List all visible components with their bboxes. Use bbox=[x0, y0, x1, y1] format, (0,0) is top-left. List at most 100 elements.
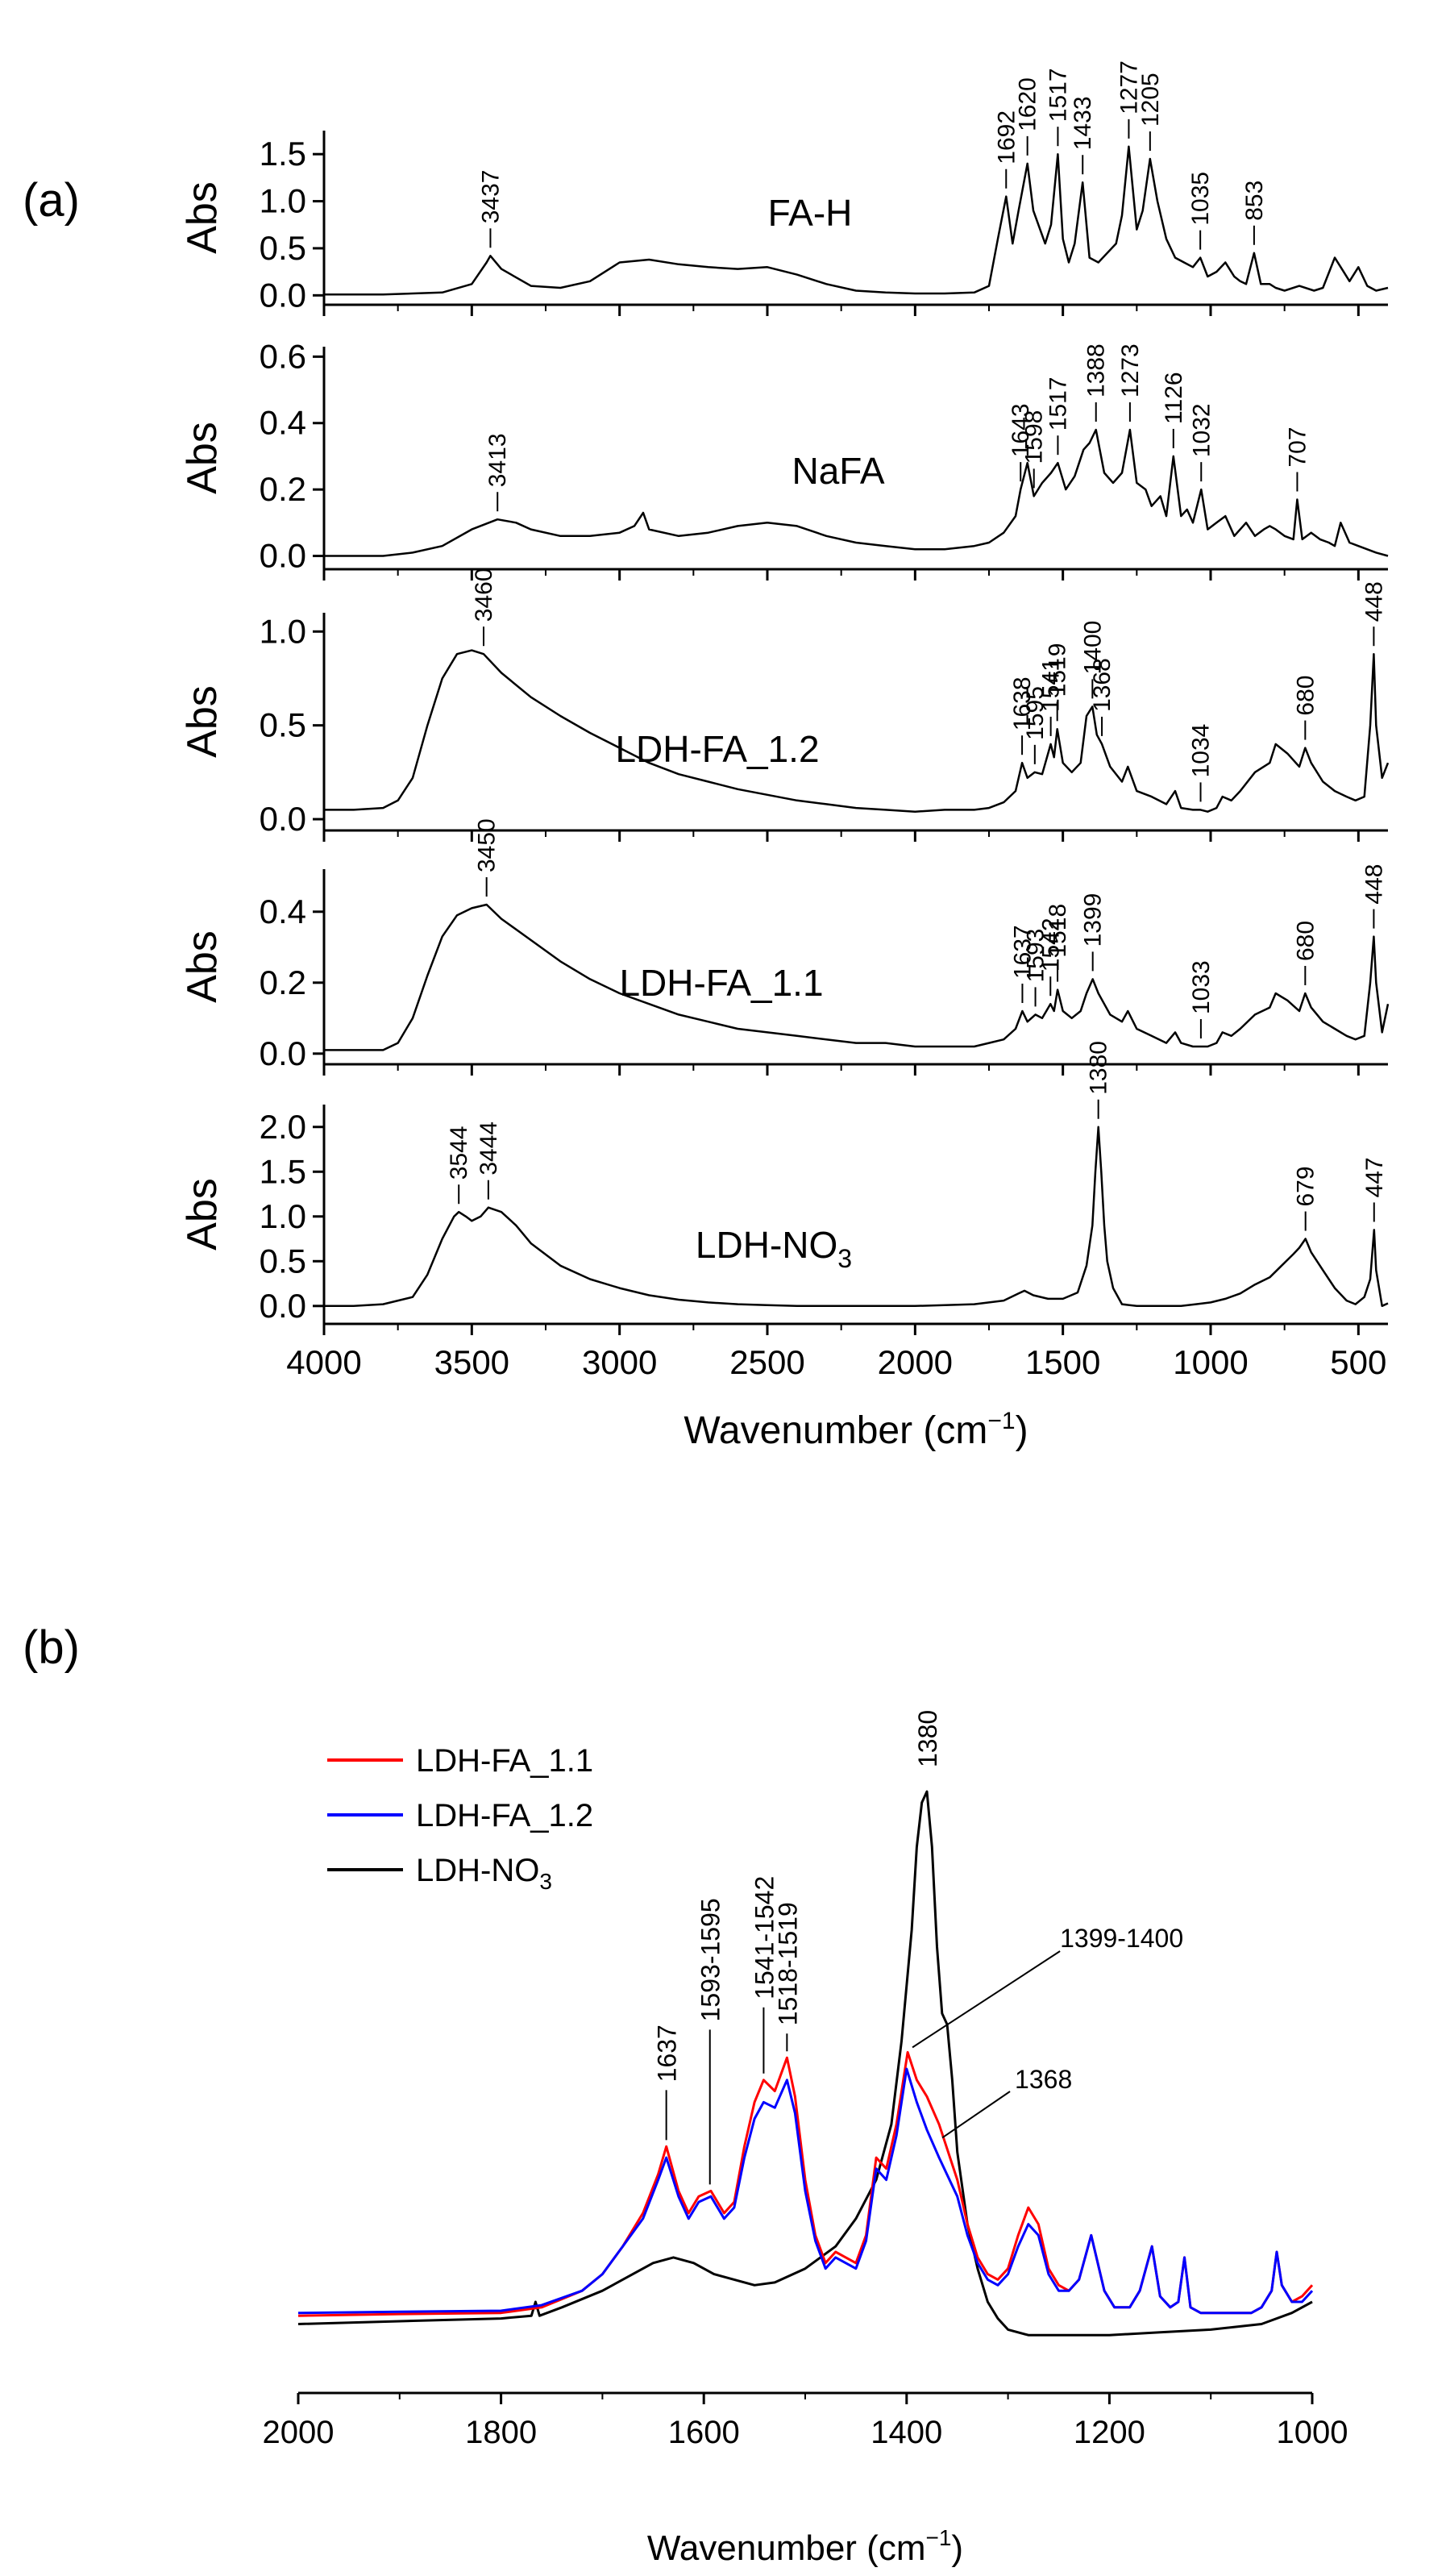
y-tick-label: 0.2 bbox=[260, 470, 306, 508]
peak-label: 1541 bbox=[1038, 658, 1065, 712]
y-tick-label: 0.2 bbox=[260, 963, 306, 1001]
peak-label: 1517 bbox=[1045, 377, 1071, 431]
peak-label: 1598 bbox=[1021, 410, 1048, 464]
annotation-label: 1637 bbox=[653, 2025, 682, 2082]
annotation-label: 1380 bbox=[913, 1710, 942, 1767]
peak-label: 679 bbox=[1293, 1166, 1319, 1206]
x-tick-label: 1000 bbox=[1173, 1343, 1248, 1381]
y-tick-label: 1.0 bbox=[260, 612, 306, 650]
subplot-ldh-fa-1-2: 0.0 0.5 1.0 Abs LDH-FA_1.2 3460 16381595154115… bbox=[179, 568, 1390, 842]
x-tick-label: 1500 bbox=[1025, 1343, 1100, 1381]
spectrum-line bbox=[324, 903, 1390, 1051]
y-axis-label: Abs bbox=[179, 181, 226, 254]
y-axis-label: Abs bbox=[179, 930, 226, 1003]
legend-label-main: LDH-NO bbox=[416, 1853, 539, 1888]
y-tick-label: 1.5 bbox=[260, 135, 306, 173]
series-line-ldh-fa-1-2 bbox=[297, 2067, 1314, 2315]
sample-label-main: LDH-NO bbox=[696, 1224, 837, 1266]
annotation-line bbox=[941, 2091, 1011, 2139]
peak-label: 853 bbox=[1241, 181, 1268, 221]
y-axis-label: Abs bbox=[179, 685, 226, 758]
series-line-ldh-no3 bbox=[297, 1790, 1313, 2337]
x-tick-label: 3500 bbox=[434, 1343, 509, 1381]
peak-label: 3444 bbox=[476, 1122, 502, 1176]
y-tick-label: 0.0 bbox=[260, 800, 306, 838]
peak-label: 1273 bbox=[1117, 343, 1144, 397]
annotation-label: 1368 bbox=[1015, 2065, 1072, 2094]
peak-label: 1388 bbox=[1083, 343, 1110, 397]
peak-label: 1205 bbox=[1137, 73, 1164, 127]
legend-label: LDH-FA_1.1 bbox=[416, 1743, 593, 1779]
peak-label: 448 bbox=[1361, 864, 1387, 905]
peak-label: 1519 bbox=[1045, 643, 1071, 697]
y-axis-label: Abs bbox=[179, 422, 226, 494]
annotation-line bbox=[912, 1950, 1061, 2049]
sample-label-main: NaFA bbox=[792, 450, 884, 492]
sample-label-main: LDH-FA_1.1 bbox=[619, 962, 823, 1004]
sample-label-main: FA-H bbox=[768, 192, 853, 234]
peak-label: 1399 bbox=[1080, 893, 1107, 947]
x-axis-label-main: Wavenumber (cm bbox=[684, 1409, 987, 1452]
legend-label: LDH-NO3 bbox=[416, 1853, 552, 1894]
y-tick-label: 0.5 bbox=[260, 1242, 306, 1280]
x-axis-label-sup: −1 bbox=[925, 2525, 951, 2550]
peak-label: 680 bbox=[1292, 921, 1319, 961]
y-tick-label: 0.0 bbox=[260, 276, 306, 314]
peak-label: 3413 bbox=[484, 433, 511, 487]
annotation-label: 1399-1400 bbox=[1060, 1924, 1183, 1953]
x-tick-label: 1200 bbox=[1074, 2415, 1145, 2450]
annotation-label: 1541-1542 bbox=[750, 1876, 779, 2000]
x-tick-label: 1400 bbox=[871, 2415, 942, 2450]
peak-label: 1277 bbox=[1116, 60, 1142, 114]
peak-label: 1034 bbox=[1188, 724, 1215, 778]
spectrum-line bbox=[324, 649, 1390, 813]
subplot-ldh-fa-1-1: 0.0 0.2 0.4 Abs LDH-FA_1.1 3450 16371593154215… bbox=[179, 818, 1390, 1076]
spectrum-line bbox=[324, 145, 1389, 296]
peak-label: 1595 bbox=[1022, 686, 1049, 740]
sample-label-main: LDH-FA_1.2 bbox=[615, 728, 819, 770]
x-tick-label: 2000 bbox=[878, 1343, 953, 1381]
x-axis-label: Wavenumber (cm−1) bbox=[684, 1408, 1028, 1452]
y-tick-label: 0.0 bbox=[260, 1287, 306, 1325]
peak-label: 448 bbox=[1361, 581, 1387, 622]
peak-label: 1126 bbox=[1161, 372, 1187, 424]
x-axis-label-close: ) bbox=[951, 2528, 963, 2568]
x-tick-label: 4000 bbox=[286, 1343, 361, 1381]
x-tick-label: 1000 bbox=[1277, 2415, 1348, 2450]
x-axis-label-close: ) bbox=[1016, 1409, 1028, 1452]
panel-letter-a: (a) bbox=[23, 174, 80, 227]
peak-label: 1400 bbox=[1079, 621, 1106, 675]
peak-label: 1433 bbox=[1070, 96, 1096, 150]
peak-label: 3544 bbox=[446, 1126, 472, 1180]
x-tick-label: 1600 bbox=[668, 2415, 740, 2450]
peak-label: 447 bbox=[1361, 1157, 1388, 1197]
peak-label: 1032 bbox=[1188, 403, 1215, 457]
sample-label: NaFA bbox=[792, 450, 884, 492]
peak-label: 1368 bbox=[1089, 658, 1116, 712]
y-tick-label: 0.0 bbox=[260, 537, 306, 575]
x-axis-label-sup: −1 bbox=[987, 1408, 1015, 1434]
peak-label: 3460 bbox=[471, 568, 497, 622]
y-tick-label: 1.0 bbox=[260, 182, 306, 220]
peak-label: 1035 bbox=[1187, 172, 1214, 226]
peak-label: 1033 bbox=[1188, 960, 1215, 1014]
spectrum-line bbox=[324, 1126, 1389, 1308]
peak-label: 1593 bbox=[1023, 929, 1049, 983]
sample-label: LDH-FA_1.1 bbox=[619, 962, 823, 1004]
peak-label: 1518 bbox=[1045, 904, 1071, 958]
x-axis-label-main: Wavenumber (cm bbox=[647, 2528, 926, 2568]
spectrum-line bbox=[324, 428, 1389, 557]
subplot-ldh-no3: 4000 3500 3000 2500 2000 1500 1000 500 0.0 0.5 1.0… bbox=[179, 1041, 1389, 1381]
x-tick-label: 500 bbox=[1330, 1343, 1386, 1381]
peak-label: 1637 bbox=[1009, 925, 1036, 979]
y-tick-label: 0.6 bbox=[260, 337, 306, 375]
x-axis-label: Wavenumber (cm−1) bbox=[647, 2525, 963, 2568]
y-tick-label: 0.5 bbox=[260, 229, 306, 267]
y-tick-label: 0.5 bbox=[260, 706, 306, 744]
panel-letter-b: (b) bbox=[23, 1621, 80, 1674]
y-tick-label: 1.5 bbox=[260, 1152, 306, 1190]
